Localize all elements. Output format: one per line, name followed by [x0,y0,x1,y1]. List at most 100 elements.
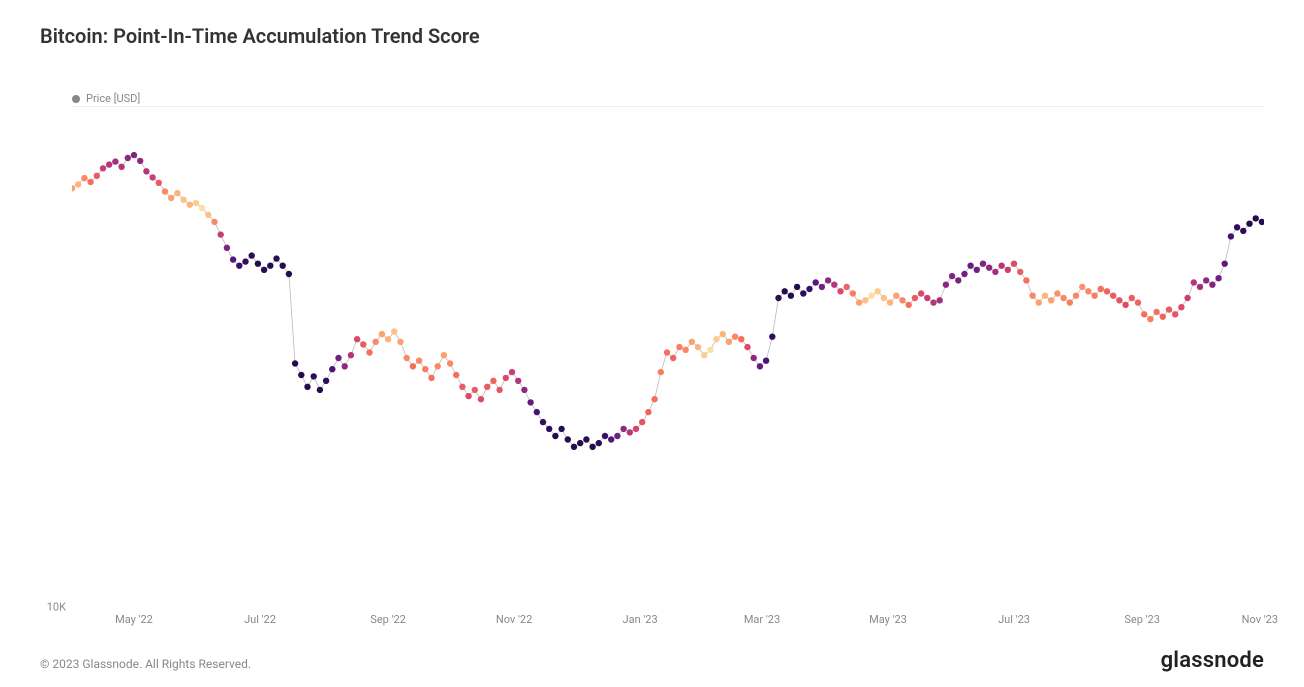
price-point [447,360,453,366]
price-point [94,173,100,179]
price-point [992,269,998,275]
price-point [174,190,180,196]
price-point [862,297,868,303]
price-point [1067,299,1073,305]
price-point [236,263,242,269]
price-point [496,387,502,393]
price-point [596,440,602,446]
price-point [249,252,255,258]
price-point [1098,286,1104,292]
price-point [1203,277,1209,283]
brand-logo: glassnode [1161,648,1264,673]
price-point [478,396,484,402]
price-point [1184,295,1190,301]
price-point [273,255,279,261]
x-tick-label: Jan '23 [623,613,658,626]
price-point [924,295,930,301]
x-tick-label: Nov '22 [496,613,532,626]
price-point [112,158,118,164]
price-point [379,331,385,337]
price-point [1166,306,1172,312]
price-point [738,336,744,342]
y-tick-label: 10K [40,601,66,614]
price-point [75,181,81,187]
price-point [664,349,670,355]
price-point [193,200,199,206]
price-point [385,336,391,342]
price-point [218,231,224,237]
price-point [794,284,800,290]
price-point [726,339,732,345]
price-point [335,355,341,361]
price-point [782,288,788,294]
price-point [881,295,887,301]
price-point [788,293,794,299]
chart-title: Bitcoin: Point-In-Time Accumulation Tren… [40,24,480,48]
price-point [1110,293,1116,299]
price-point [825,277,831,283]
price-point [106,161,112,167]
price-point [1172,311,1178,317]
price-point [81,175,87,181]
price-point [397,339,403,345]
copyright-text: © 2023 Glassnode. All Rights Reserved. [40,657,251,671]
price-point [713,336,719,342]
price-point [844,284,850,290]
price-point [168,195,174,201]
x-tick-label: Sep '22 [370,613,406,626]
price-point [435,363,441,369]
price-point [1215,275,1221,281]
price-point [676,344,682,350]
price-line [72,155,1262,447]
x-tick-label: Nov '23 [1242,613,1278,626]
price-point [967,263,973,269]
price-point [850,290,856,296]
price-point [980,261,986,267]
price-point [515,378,521,384]
price-point [943,282,949,288]
price-point [806,286,812,292]
price-point [1091,293,1097,299]
price-point [602,433,608,439]
price-point [1036,299,1042,305]
price-point [1197,284,1203,290]
price-point [1234,224,1240,230]
price-point [955,277,961,283]
x-axis-labels: May '22Jul '22Sep '22Nov '22Jan '23Mar '… [72,613,1264,629]
price-point [751,355,757,361]
price-point [484,384,490,390]
price-point [912,295,918,301]
price-point [1060,295,1066,301]
price-point [546,426,552,432]
price-point [1191,279,1197,285]
price-point [180,197,186,203]
price-point [373,339,379,345]
price-point [137,158,143,164]
price-point [230,256,236,262]
price-point [819,284,825,290]
price-point [558,426,564,432]
price-point [527,399,533,405]
price-point [131,152,137,158]
price-point [620,426,626,432]
price-point [689,339,695,345]
price-point [998,263,1004,269]
price-point [732,334,738,340]
price-point [100,165,106,171]
price-point [1129,295,1135,301]
price-point [899,297,905,303]
price-point [1023,277,1029,283]
legend-divider [72,106,1264,107]
price-point [125,155,131,161]
price-point [143,168,149,174]
price-point [974,267,980,273]
price-point [1153,309,1159,315]
price-point [342,363,348,369]
x-tick-label: May '22 [115,613,153,626]
chart-area [72,110,1264,607]
price-point [366,349,372,355]
price-point [1017,269,1023,275]
price-point [1079,284,1085,290]
price-point [323,378,329,384]
price-point [589,444,595,450]
